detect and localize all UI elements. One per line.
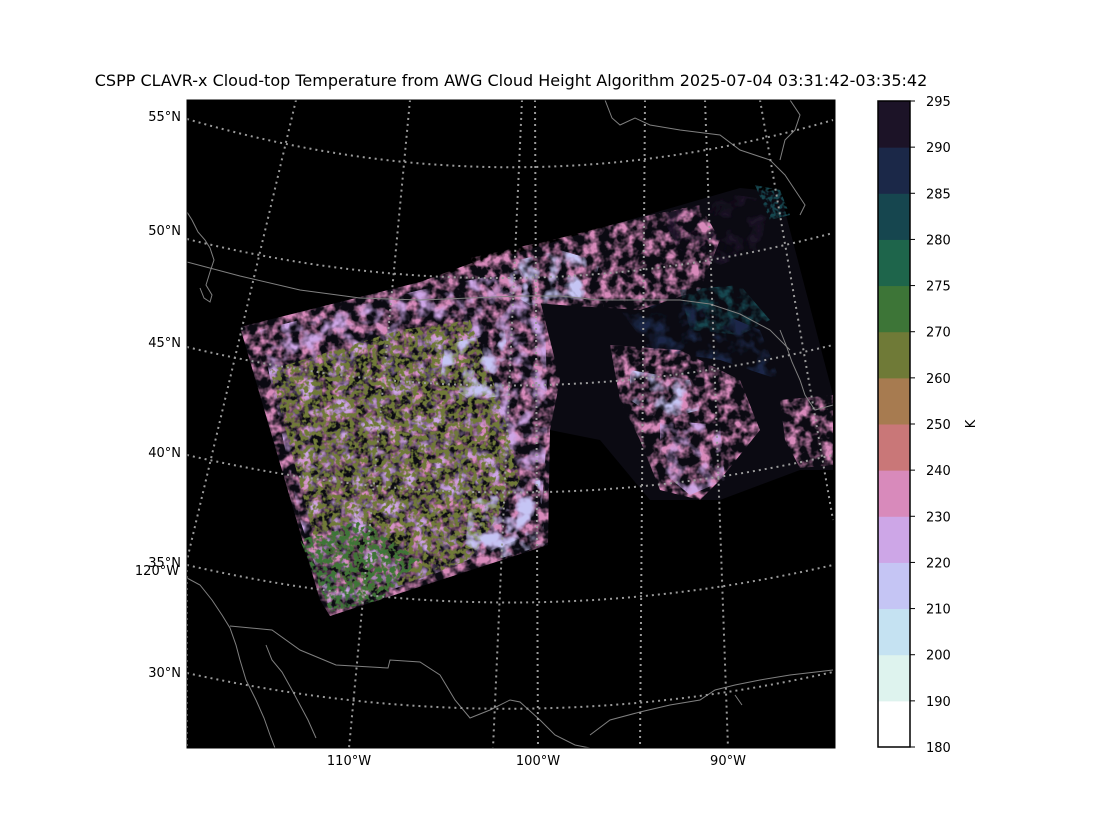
parallel-30n [187,671,834,710]
lat-label-35n: 35°N [148,556,181,571]
meridian-85w [759,100,834,521]
colorbar-tick-label: 285 [926,187,951,202]
colorbar-bin-270-275 [878,285,910,333]
meridian-90w [704,100,729,748]
longitude-labels: 120°W 110°W 100°W 90°W [135,564,746,769]
baja-peninsula-coast [265,644,317,739]
us-mexico-border [229,625,511,719]
parallel-40n [187,454,834,494]
meridian-115w [187,100,297,561]
lat-label-30n: 30°N [148,666,181,681]
hudson-bay-shore [779,100,801,161]
colorbar-bin-180-190 [878,700,910,748]
pacific-nw-coastline [187,211,215,303]
plot-title: CSPP CLAVR-x Cloud-top Temperature from … [95,71,928,90]
lat-label-45n: 45°N [148,336,181,351]
great-lakes-outline [779,329,834,411]
meridian-110w [348,100,411,748]
colorbar-bin-220-230 [878,516,910,563]
lat-label-40n: 40°N [148,446,181,461]
meridian-105w [492,100,523,748]
colorbar-bin-230-240 [878,470,910,517]
lon-label-120w: 120°W [135,564,179,579]
colorbar-tick-label: 240 [926,464,951,479]
latitude-labels: 55°N 50°N 45°N 40°N 35°N 30°N [148,110,181,681]
lon-label-100w: 100°W [516,754,560,769]
lon-label-90w: 90°W [710,754,746,769]
colorbar-tick-label: 230 [926,510,951,525]
colorbar-bin-190-200 [878,654,910,702]
colorbar-tick-label: 280 [926,233,951,248]
colorbar-tick-label: 290 [926,141,951,156]
colorbar-tick-label: 250 [926,418,951,433]
colorbar-bin-260-270 [878,331,910,379]
colorbar-bin-290-295 [878,101,910,148]
parallel-35n [187,564,834,604]
colorbar-bin-240-250 [878,424,910,471]
colorbar-tick-label: 270 [926,326,951,341]
colorbar-tick-label: 260 [926,372,951,387]
colorbar-bin-280-285 [878,193,910,240]
colorbar-tick-label: 210 [926,603,951,618]
meridian-100w [534,100,539,748]
northern-coastline [604,100,806,216]
colorbar-tick-label: 220 [926,556,951,571]
colorbar-bin-275-280 [878,239,910,287]
colorbar-bin-250-260 [878,377,910,425]
us-canada-border [187,261,791,351]
parallel-50n [187,232,834,279]
colorbar-tick-label: 200 [926,649,951,664]
parallel-45n [187,344,834,387]
map-frame [186,99,836,749]
florida-peninsula [734,694,743,706]
colorbar-bin-285-290 [878,147,910,194]
lat-label-55n: 55°N [148,110,181,125]
meridian-95w [639,100,646,748]
california-coastline [187,577,276,748]
cloud-swath-imagery [240,185,833,616]
colorbar-tick-label: 275 [926,280,951,295]
colorbar: 180 190 200 210 220 230 240 250 260 270 275 280 285 2… [877,95,951,756]
map-panel [187,100,835,748]
colorbar-bin-210-220 [878,562,910,610]
graticule [187,100,834,748]
colorbar-bin-200-210 [878,608,910,656]
colorbar-tick-label: 180 [926,741,951,756]
colorbar-unit-label: K [964,419,979,428]
colorbar-tick-label: 295 [926,95,951,110]
lon-label-110w: 110°W [327,754,371,769]
lat-label-50n: 50°N [148,224,181,239]
colorbar-tick-label: 190 [926,695,951,710]
